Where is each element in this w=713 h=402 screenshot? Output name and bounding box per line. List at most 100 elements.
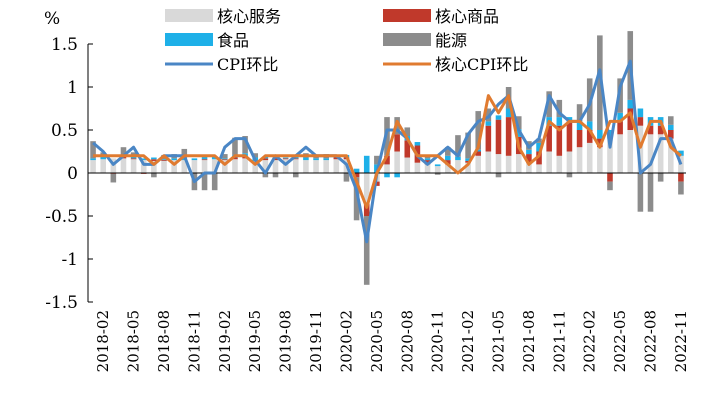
bar-segment [586, 130, 593, 143]
bar-segment [201, 160, 208, 173]
bar-segment [363, 155, 370, 173]
bar-segment [272, 173, 279, 178]
bar-segment [536, 142, 542, 152]
bar-segment [607, 130, 613, 139]
bar-segment [434, 173, 441, 175]
bar-segment [353, 173, 360, 178]
bar-segment [363, 216, 370, 285]
bar-segment [161, 160, 167, 173]
bar-segment [495, 173, 502, 178]
x-tick-label: 2021-02 [459, 310, 477, 372]
bar-segment [445, 155, 451, 161]
legend-swatch [165, 33, 213, 46]
bar-segment [100, 159, 106, 173]
bar-segment [424, 160, 431, 165]
bar-segment [536, 138, 542, 143]
bar-segment [232, 159, 238, 173]
bar-segment [272, 158, 279, 161]
bar-segment [232, 137, 238, 155]
bar-segment [292, 158, 299, 160]
bar-segment [130, 156, 137, 159]
bar-segment [363, 203, 370, 216]
bar-segment [252, 153, 259, 158]
bar-segment [445, 160, 451, 165]
bar-segment [495, 154, 502, 173]
bar-segment [404, 127, 411, 137]
series-line [92, 59, 683, 244]
bar-segment [586, 142, 593, 173]
x-tick-label: 2019-11 [307, 310, 325, 372]
bar-segment [597, 147, 603, 173]
bar-segment [556, 99, 563, 118]
bar-segment [394, 134, 400, 152]
bar-segment [597, 35, 603, 130]
bar-segment [627, 108, 634, 130]
bar-segment [313, 160, 319, 173]
y-tick-label: 1.5 [51, 35, 78, 55]
bar-segment [475, 111, 482, 150]
bar-segment [222, 159, 228, 161]
bar-segment [282, 159, 289, 173]
bar-segment [232, 157, 238, 160]
bar-segment [394, 151, 400, 173]
bar-segment [678, 181, 684, 195]
bar-segment [536, 151, 542, 165]
legend-label: 食品 [217, 31, 249, 50]
bar-segment [181, 148, 188, 158]
legend-label: 核心服务 [217, 7, 281, 26]
bar-segment [556, 117, 563, 126]
bar-segment [303, 160, 309, 173]
bar-segment [495, 119, 502, 155]
bar-segment [140, 160, 147, 173]
x-tick-label: 2019-08 [277, 310, 295, 372]
bar-segment [637, 108, 644, 118]
bar-segment [211, 156, 218, 160]
bar-segment [333, 159, 340, 173]
bar-segment [171, 160, 177, 173]
bar-segment [242, 158, 248, 173]
bar-segment [546, 151, 552, 173]
bar-segment [668, 138, 674, 173]
y-tick-label: 0.5 [51, 121, 78, 141]
bar-segment [262, 173, 269, 178]
x-tick-label: 2022-05 [611, 310, 629, 372]
x-tick-label: 2020-05 [368, 310, 386, 372]
bar-segment [647, 125, 654, 135]
x-tick-label: 2022-08 [642, 310, 660, 372]
bar-segment [495, 115, 502, 120]
bar-segment [505, 108, 512, 118]
x-tick-label: 2019-02 [216, 310, 234, 372]
bar-segment [374, 155, 380, 165]
bar-segment [414, 142, 421, 146]
bar-segment [668, 116, 674, 125]
y-tick-label: 0 [67, 164, 78, 184]
bar-segment [211, 159, 218, 173]
bar-segment [566, 117, 573, 122]
bar-segment [515, 154, 522, 173]
bar-segment [455, 156, 461, 161]
bar-segment [313, 158, 319, 161]
legend-label: 核心商品 [435, 7, 499, 26]
bar-segment [637, 173, 644, 212]
x-tick-label: 2018-11 [185, 310, 203, 372]
bar-segment [475, 155, 482, 173]
y-tick-label: -1 [61, 250, 78, 270]
bar-segment [657, 134, 664, 173]
x-tick-label: 2018-05 [125, 310, 143, 372]
bar-segment [576, 104, 583, 122]
bar-segment [120, 158, 127, 173]
x-tick-label: 2019-05 [246, 310, 264, 372]
bar-segment [556, 125, 563, 156]
bar-segment [120, 147, 127, 156]
bar-segment [262, 158, 269, 161]
x-tick-label: 2020-11 [429, 310, 447, 372]
bar-segment [191, 158, 198, 161]
x-tick-label: 2021-05 [490, 310, 508, 372]
bar-segment [130, 159, 137, 173]
x-tick-label: 2020-02 [338, 310, 356, 372]
bar-segment [455, 135, 461, 157]
bar-segment [434, 164, 441, 167]
bar-segment [515, 116, 522, 130]
